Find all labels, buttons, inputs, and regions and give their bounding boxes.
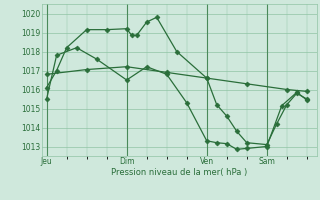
X-axis label: Pression niveau de la mer( hPa ): Pression niveau de la mer( hPa )	[111, 168, 247, 177]
